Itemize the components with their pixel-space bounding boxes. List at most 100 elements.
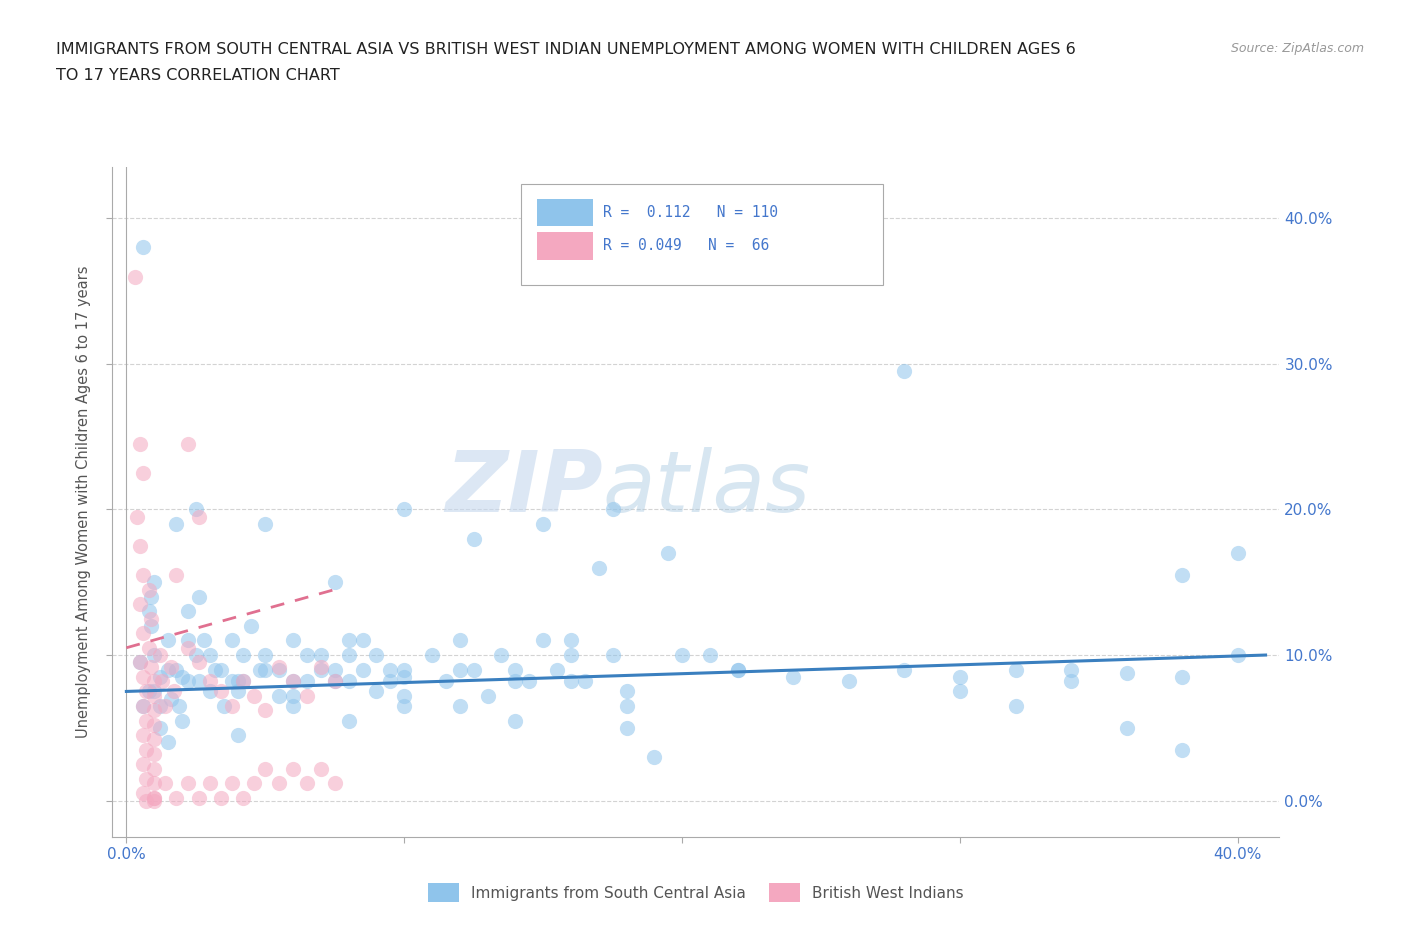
Point bbox=[187, 510, 209, 525]
Text: Source: ZipAtlas.com: Source: ZipAtlas.com bbox=[1230, 42, 1364, 55]
Point bbox=[893, 662, 915, 677]
Text: IMMIGRANTS FROM SOUTH CENTRAL ASIA VS BRITISH WEST INDIAN UNEMPLOYMENT AMONG WOM: IMMIGRANTS FROM SOUTH CENTRAL ASIA VS BR… bbox=[56, 42, 1076, 57]
Point bbox=[143, 575, 166, 590]
Point bbox=[143, 717, 166, 732]
Point bbox=[198, 684, 221, 698]
Point bbox=[643, 750, 665, 764]
Point bbox=[560, 674, 582, 689]
Point bbox=[198, 647, 221, 662]
Point bbox=[132, 567, 155, 582]
Point bbox=[141, 590, 163, 604]
Point bbox=[616, 698, 638, 713]
Point bbox=[141, 618, 163, 633]
Point bbox=[254, 662, 277, 677]
Point bbox=[249, 662, 271, 677]
Point bbox=[198, 674, 221, 689]
Point bbox=[157, 633, 180, 648]
Point bbox=[209, 684, 232, 698]
Point bbox=[657, 546, 679, 561]
Point bbox=[366, 647, 388, 662]
Point bbox=[352, 662, 374, 677]
Point bbox=[143, 790, 166, 805]
Point bbox=[269, 662, 291, 677]
Point bbox=[135, 684, 157, 698]
Point bbox=[143, 793, 166, 808]
Point bbox=[187, 590, 209, 604]
Point bbox=[1004, 662, 1026, 677]
Point bbox=[337, 647, 360, 662]
Point bbox=[232, 647, 254, 662]
Point bbox=[162, 684, 184, 698]
Point bbox=[505, 662, 527, 677]
Point bbox=[560, 633, 582, 648]
Point bbox=[269, 688, 291, 703]
Point bbox=[221, 674, 243, 689]
Point bbox=[602, 647, 624, 662]
Point bbox=[167, 698, 190, 713]
Text: ZIP: ZIP bbox=[444, 447, 603, 530]
Point bbox=[152, 674, 174, 689]
Point bbox=[281, 674, 304, 689]
Point bbox=[141, 611, 163, 626]
Point bbox=[727, 662, 749, 677]
Point bbox=[477, 688, 499, 703]
Point bbox=[160, 659, 183, 674]
Point bbox=[671, 647, 693, 662]
Point bbox=[309, 647, 332, 662]
Point bbox=[616, 684, 638, 698]
Point bbox=[449, 633, 471, 648]
Point bbox=[420, 647, 443, 662]
Point bbox=[132, 626, 155, 641]
Point bbox=[143, 703, 166, 718]
Point bbox=[129, 436, 152, 451]
Point bbox=[281, 761, 304, 776]
Point bbox=[254, 761, 277, 776]
Point bbox=[226, 684, 249, 698]
Point bbox=[394, 688, 416, 703]
Point bbox=[281, 674, 304, 689]
Point bbox=[132, 240, 155, 255]
Point bbox=[221, 698, 243, 713]
Point bbox=[281, 698, 304, 713]
Point bbox=[323, 662, 346, 677]
Point bbox=[295, 688, 318, 703]
Text: TO 17 YEARS CORRELATION CHART: TO 17 YEARS CORRELATION CHART bbox=[56, 68, 340, 83]
Point bbox=[1060, 662, 1083, 677]
Point bbox=[129, 538, 152, 553]
Point bbox=[129, 655, 152, 670]
Point bbox=[129, 655, 152, 670]
Point bbox=[187, 790, 209, 805]
Point bbox=[295, 674, 318, 689]
Point bbox=[138, 582, 160, 597]
Point bbox=[226, 674, 249, 689]
Point bbox=[309, 761, 332, 776]
Point bbox=[602, 502, 624, 517]
Point bbox=[184, 502, 207, 517]
Point bbox=[323, 776, 346, 790]
Point bbox=[254, 703, 277, 718]
Point bbox=[132, 698, 155, 713]
Point bbox=[616, 721, 638, 736]
Point bbox=[132, 757, 155, 772]
Point bbox=[560, 647, 582, 662]
Point bbox=[463, 531, 485, 546]
Point bbox=[546, 662, 568, 677]
Point bbox=[295, 647, 318, 662]
Point bbox=[727, 662, 749, 677]
Point bbox=[1115, 665, 1137, 680]
Point bbox=[198, 776, 221, 790]
Point bbox=[165, 516, 187, 531]
Point bbox=[176, 633, 198, 648]
Legend: Immigrants from South Central Asia, British West Indians: Immigrants from South Central Asia, Brit… bbox=[420, 876, 972, 910]
Point bbox=[782, 670, 804, 684]
Point bbox=[269, 776, 291, 790]
Point bbox=[337, 713, 360, 728]
Point bbox=[176, 604, 198, 618]
Text: R = 0.049   N =  66: R = 0.049 N = 66 bbox=[603, 238, 769, 253]
Point bbox=[394, 698, 416, 713]
FancyBboxPatch shape bbox=[520, 184, 883, 285]
Point bbox=[135, 742, 157, 757]
Point bbox=[184, 647, 207, 662]
Point bbox=[155, 698, 177, 713]
Point bbox=[132, 786, 155, 801]
